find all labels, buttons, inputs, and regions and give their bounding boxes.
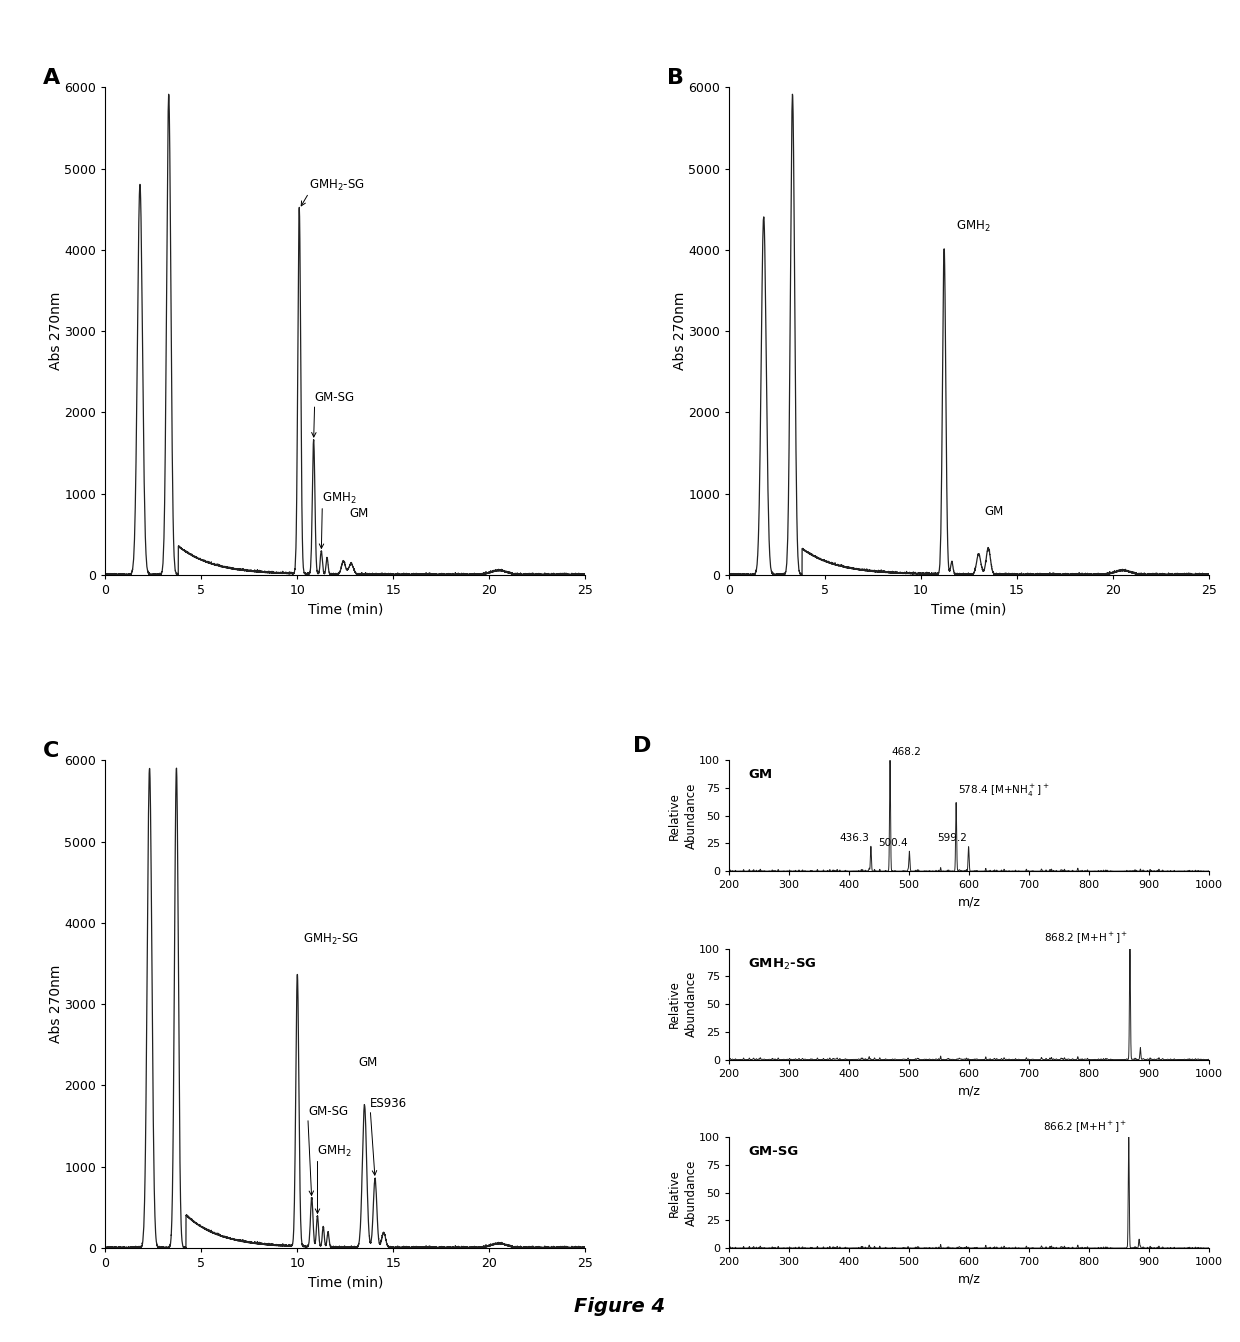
Text: GM-SG: GM-SG — [315, 392, 355, 404]
Text: 599.2: 599.2 — [937, 833, 967, 844]
Text: 578.4 [M+NH$_4^+$]$^+$: 578.4 [M+NH$_4^+$]$^+$ — [959, 782, 1049, 798]
Text: Figure 4: Figure 4 — [574, 1298, 666, 1317]
Text: 436.3: 436.3 — [839, 833, 869, 844]
X-axis label: Time (min): Time (min) — [931, 603, 1007, 616]
Text: GM: GM — [985, 505, 1003, 518]
Y-axis label: Relative
Abundance: Relative Abundance — [668, 1159, 698, 1225]
Text: C: C — [43, 741, 60, 761]
Text: D: D — [634, 735, 651, 756]
Text: 468.2: 468.2 — [892, 747, 921, 757]
Text: GM: GM — [749, 768, 773, 781]
Text: ES936: ES936 — [371, 1096, 408, 1110]
X-axis label: m/z: m/z — [957, 1272, 981, 1286]
Text: GM-SG: GM-SG — [749, 1145, 799, 1158]
Y-axis label: Relative
Abundance: Relative Abundance — [668, 972, 698, 1037]
X-axis label: m/z: m/z — [957, 1084, 981, 1098]
Y-axis label: Abs 270nm: Abs 270nm — [50, 293, 63, 370]
Text: GMH$_2$: GMH$_2$ — [322, 491, 357, 506]
Text: 866.2 [M+H$^+$]$^+$: 866.2 [M+H$^+$]$^+$ — [1043, 1119, 1127, 1134]
Y-axis label: Abs 270nm: Abs 270nm — [50, 965, 63, 1043]
Text: 500.4: 500.4 — [878, 837, 908, 848]
Text: GMH$_2$-SG: GMH$_2$-SG — [309, 177, 365, 193]
Text: GMH$_2$: GMH$_2$ — [956, 219, 991, 234]
Text: GM: GM — [358, 1056, 378, 1070]
X-axis label: Time (min): Time (min) — [308, 1276, 383, 1290]
Text: 868.2 [M+H$^+$]$^+$: 868.2 [M+H$^+$]$^+$ — [1044, 930, 1128, 945]
Text: GMH$_2$: GMH$_2$ — [317, 1143, 352, 1158]
X-axis label: Time (min): Time (min) — [308, 603, 383, 616]
Text: B: B — [667, 67, 683, 87]
Y-axis label: Relative
Abundance: Relative Abundance — [668, 782, 698, 849]
Text: GM-SG: GM-SG — [308, 1104, 348, 1118]
Text: A: A — [43, 67, 61, 87]
Text: GM: GM — [350, 507, 368, 519]
X-axis label: m/z: m/z — [957, 895, 981, 909]
Text: GMH$_2$-SG: GMH$_2$-SG — [749, 957, 817, 972]
Y-axis label: Abs 270nm: Abs 270nm — [673, 293, 687, 370]
Text: GMH$_2$-SG: GMH$_2$-SG — [303, 933, 358, 947]
